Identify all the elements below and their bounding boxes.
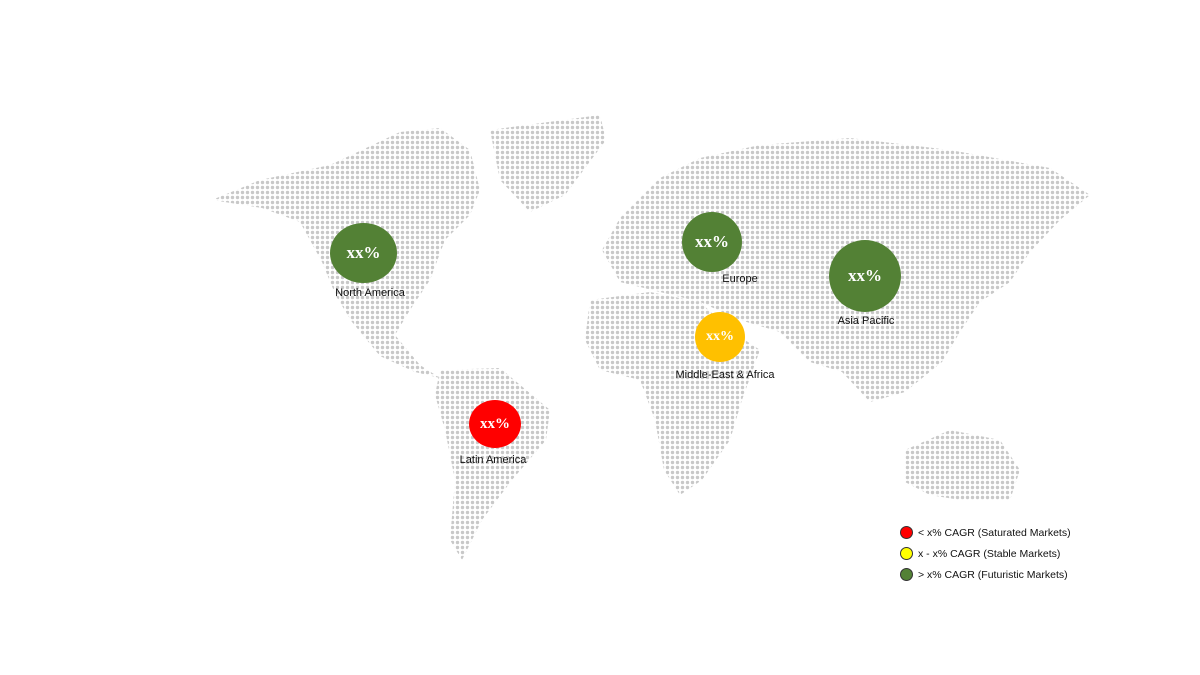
region-bubble-europe: xx% <box>682 212 742 272</box>
green-dot-icon <box>900 568 913 581</box>
legend-label: x - x% CAGR (Stable Markets) <box>918 547 1061 560</box>
region-label-latin-america: Latin America <box>459 454 527 466</box>
continent-south-america <box>435 368 550 560</box>
red-dot-icon <box>900 526 913 539</box>
legend-item-saturated: < x% CAGR (Saturated Markets) <box>900 522 1071 543</box>
region-value: xx% <box>706 329 734 344</box>
continent-australia <box>905 430 1020 500</box>
region-label-asia-pacific: Asia Pacific <box>837 315 895 327</box>
region-label-europe: Europe <box>722 273 758 285</box>
region-bubble-latin-america: xx% <box>469 400 521 448</box>
region-label-middle-east-africa: Middle-East & Africa <box>675 369 775 381</box>
region-value: xx% <box>346 243 381 262</box>
continent-greenland <box>490 115 606 212</box>
region-bubble-asia-pacific: xx% <box>829 240 901 312</box>
region-value: xx% <box>848 266 882 285</box>
legend-item-futuristic: > x% CAGR (Futuristic Markets) <box>900 564 1071 585</box>
region-bubble-middle-east-africa: xx% <box>695 312 745 362</box>
legend: < x% CAGR (Saturated Markets) x - x% CAG… <box>900 522 1071 585</box>
legend-label: < x% CAGR (Saturated Markets) <box>918 526 1071 539</box>
region-bubble-north-america: xx% <box>330 223 397 283</box>
yellow-dot-icon <box>900 547 913 560</box>
legend-label: > x% CAGR (Futuristic Markets) <box>918 568 1068 581</box>
region-value: xx% <box>480 415 510 432</box>
region-value: xx% <box>695 232 729 251</box>
region-label-north-america: North America <box>335 287 405 299</box>
legend-item-stable: x - x% CAGR (Stable Markets) <box>900 543 1071 564</box>
